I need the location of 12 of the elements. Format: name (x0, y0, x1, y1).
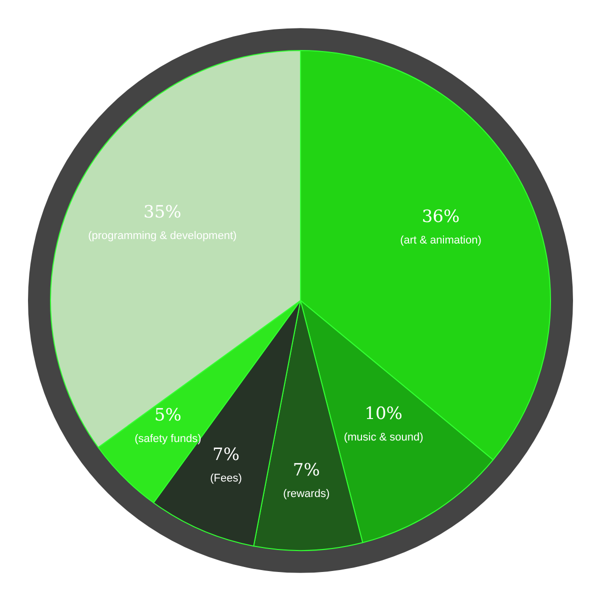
slice-label: (Fees) (210, 472, 242, 485)
slice-label: (safety funds) (134, 433, 202, 446)
slice-label: (music & sound) (344, 431, 424, 444)
data-label: 10% (364, 404, 402, 424)
slice-label: (programming & development) (88, 230, 237, 242)
data-label: 7% (292, 460, 320, 480)
slice-label: (rewards) (283, 488, 330, 500)
slice-label: (art & animation) (400, 234, 482, 247)
data-label: 35% (144, 202, 182, 223)
data-label: 7% (212, 445, 240, 466)
data-label: 36% (422, 207, 460, 228)
data-label: 5% (154, 406, 182, 426)
